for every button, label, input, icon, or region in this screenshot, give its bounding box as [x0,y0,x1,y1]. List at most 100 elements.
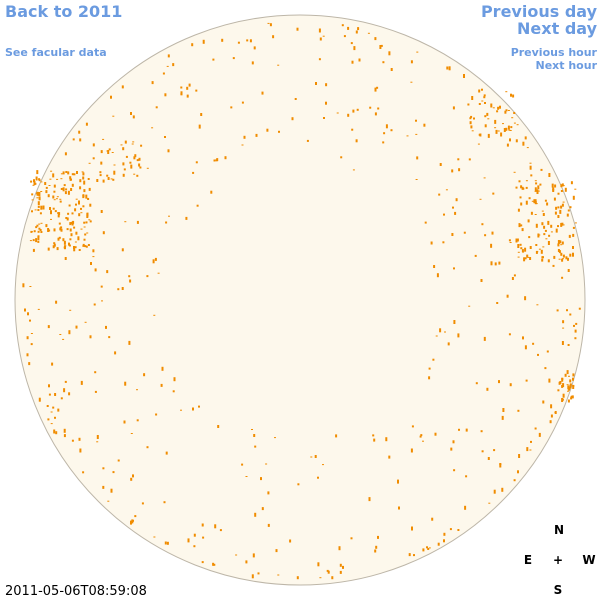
facula [124,221,127,223]
facula [100,161,103,165]
facula [32,184,35,186]
facula [355,139,358,143]
facula [37,235,40,238]
facula [549,420,552,424]
facula [80,380,83,385]
facula [254,512,257,517]
facula [29,286,32,287]
facula [552,189,555,192]
next-hour-link[interactable]: Next hour [536,59,598,72]
back-link[interactable]: Back to 2011 [5,2,122,21]
facula [553,197,556,201]
facula [469,117,472,120]
facula [202,536,205,539]
facula [317,476,319,479]
facula [69,222,72,226]
facula [550,224,553,228]
facula [509,138,511,142]
facula [55,431,58,435]
next-day-link[interactable]: Next day [517,19,598,38]
facula [124,381,127,386]
facula [554,412,557,414]
facula [45,186,48,189]
facula [572,226,575,229]
facula [131,143,134,145]
facula [63,184,66,187]
facula [42,205,45,210]
facula [520,202,523,206]
facula [39,229,42,231]
facula [251,429,253,430]
facula [524,247,527,252]
facula [33,179,35,183]
facula [481,100,484,102]
facula [550,414,553,418]
facula [529,449,532,451]
facula [574,329,577,333]
facula [50,218,52,220]
facula [157,272,160,274]
facula [427,548,430,550]
facula [567,390,569,392]
facula [134,154,137,158]
facula [451,169,454,173]
facula [372,434,375,437]
facula [535,244,538,246]
facula [411,425,414,428]
facula [318,58,321,61]
facula [130,477,133,481]
facula [436,273,439,278]
facula [100,150,103,154]
facula [53,243,56,247]
facula [124,140,127,144]
facula [24,308,26,312]
facula [173,377,176,382]
facula [88,162,91,164]
facula [543,233,546,236]
facula [390,68,393,71]
facula [92,249,95,253]
facula [351,128,354,131]
facula [136,220,139,224]
facula [221,38,224,42]
facula [433,265,436,268]
facula [54,416,56,419]
previous-hour-link[interactable]: Previous hour [511,46,598,59]
facula [128,340,131,345]
facula [451,233,454,236]
facula [131,519,134,524]
facula [481,223,484,226]
facula [467,103,470,106]
facula [575,322,578,325]
facula [306,139,309,142]
facula [50,411,53,413]
facula [525,186,528,189]
facula [561,276,564,279]
facula [53,199,56,201]
facula [558,258,561,260]
facula [53,190,56,193]
previous-day-link[interactable]: Previous day [481,2,598,21]
facula [75,198,78,200]
facula [522,251,525,253]
facula [78,213,81,217]
facula [241,101,244,104]
facula [245,560,248,564]
facula [572,385,575,389]
facula [500,132,503,137]
facula [486,112,489,116]
facular-link[interactable]: See facular data [5,46,107,59]
facula [59,334,62,335]
facula [72,138,75,141]
facula [544,229,547,232]
facula [560,222,563,227]
facula [443,532,446,536]
facula [524,345,527,350]
facula [505,127,508,131]
facula [277,574,280,576]
facula [496,302,499,304]
facula [452,106,455,110]
facula [352,169,355,171]
facula [210,190,213,194]
